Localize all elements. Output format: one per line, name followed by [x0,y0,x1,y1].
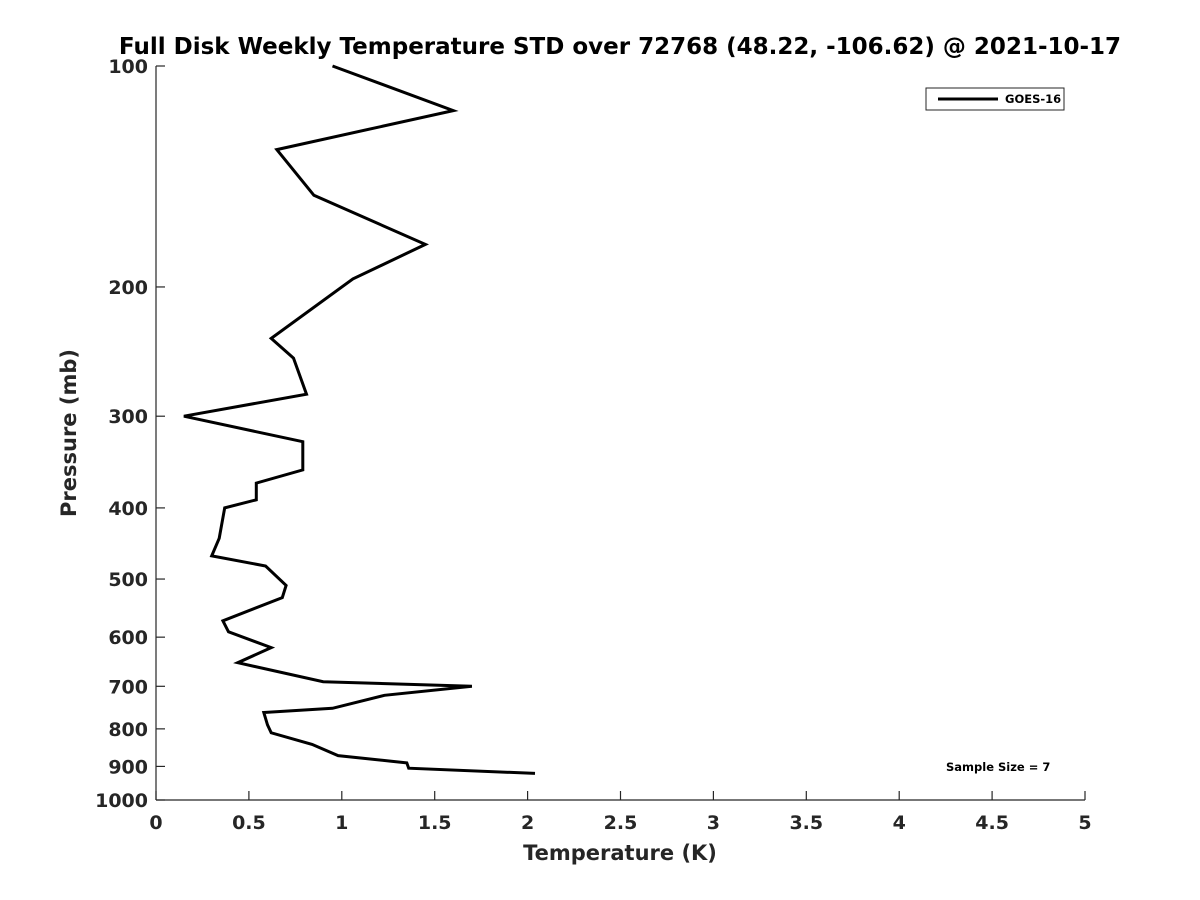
x-tick-label: 0.5 [232,812,266,834]
x-tick-label: 0 [149,812,162,834]
y-tick-label: 400 [108,498,148,520]
y-tick-label: 600 [108,627,148,649]
y-tick-label: 300 [108,406,148,428]
x-tick-label: 1 [335,812,348,834]
y-tick-label: 700 [108,676,148,698]
x-tick-label: 3 [707,812,720,834]
legend[interactable]: GOES-16 [925,87,1065,111]
y-ticks: 100 200 300 400 500 600 700 800 900 1000 [95,56,165,812]
y-tick-label: 800 [108,719,148,741]
y-tick-label: 900 [108,756,148,778]
chart-title: Full Disk Weekly Temperature STD over 72… [119,34,1121,60]
x-tick-label: 5 [1078,812,1091,834]
y-tick-label: 200 [108,277,148,299]
y-axis-label: Pressure (mb) [57,349,81,517]
x-tick-label: 1.5 [418,812,452,834]
x-axis-label: Temperature (K) [523,841,717,865]
y-tick-label: 100 [108,56,148,78]
series-line-goes-16 [183,64,536,775]
x-ticks: 0 0.5 1 1.5 2 2.5 3 3.5 4 4.5 5 [149,791,1092,834]
y-tick-label: 500 [108,569,148,591]
x-tick-label: 2 [521,812,534,834]
legend-label: GOES-16 [1005,92,1061,106]
x-tick-label: 4.5 [975,812,1009,834]
y-tick-label: 1000 [95,790,148,812]
plot-area [155,66,1085,801]
x-tick-label: 3.5 [789,812,823,834]
x-tick-label: 4 [893,812,906,834]
x-tick-label: 2.5 [604,812,638,834]
sample-size-annotation: Sample Size = 7 [946,760,1050,774]
